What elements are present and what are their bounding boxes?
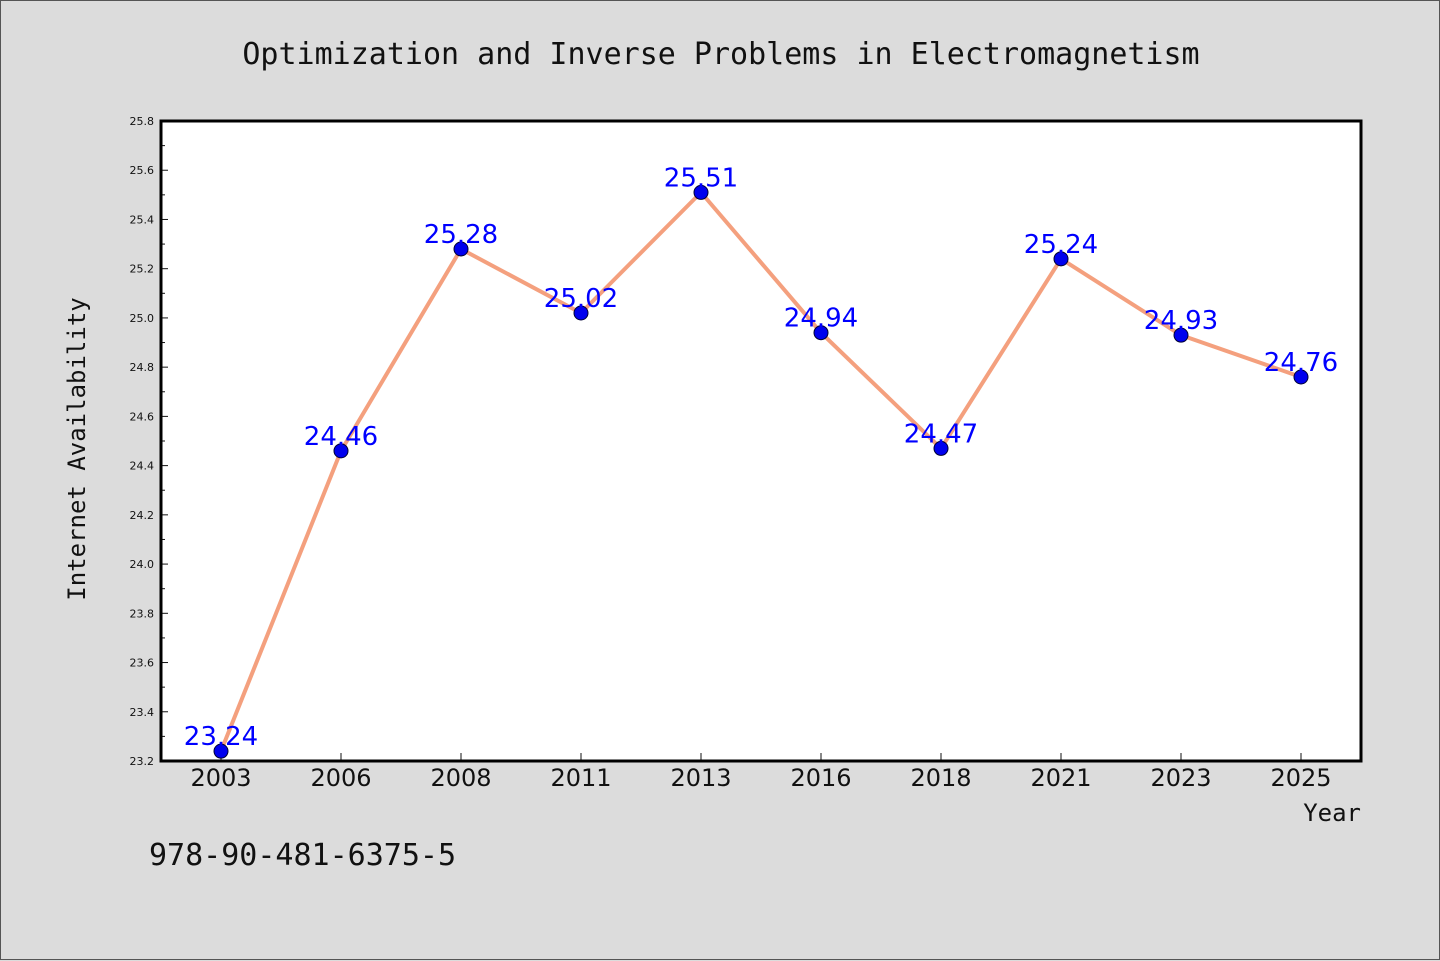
data-point	[1173, 327, 1189, 343]
data-point	[933, 440, 949, 456]
y-tick-label: 24.6	[130, 410, 155, 423]
y-tick-label: 24.0	[130, 558, 155, 571]
footer-isbn: 978-90-481-6375-5	[149, 838, 456, 873]
y-tick-label: 25.4	[130, 213, 155, 226]
data-point	[453, 241, 469, 257]
x-tick-label: 2021	[1030, 764, 1091, 792]
y-tick-label: 25.8	[130, 115, 155, 128]
x-tick-label: 2011	[550, 764, 611, 792]
series-line	[219, 190, 1303, 754]
data-label: 24.47	[904, 419, 978, 449]
data-label: 24.93	[1144, 306, 1218, 336]
chart-title: Optimization and Inverse Problems in Ele…	[242, 37, 1199, 72]
data-label: 23.24	[184, 722, 258, 752]
x-tick-label: 2025	[1270, 764, 1331, 792]
x-tick-label: 2003	[190, 764, 251, 792]
y-tick-label: 25.0	[130, 312, 155, 325]
data-point	[1053, 251, 1069, 267]
x-tick-label: 2018	[910, 764, 971, 792]
data-point	[1293, 369, 1309, 385]
data-label: 24.76	[1264, 348, 1338, 378]
x-tick-label: 2008	[430, 764, 491, 792]
data-label: 25.02	[544, 284, 618, 314]
y-tick-label: 23.4	[130, 706, 155, 719]
y-tick-label: 23.8	[130, 607, 155, 620]
x-axis-label: Year	[1303, 799, 1361, 827]
y-tick-label: 25.2	[130, 263, 155, 276]
data-point	[333, 443, 349, 459]
data-point	[213, 743, 229, 759]
y-tick-label: 24.4	[130, 460, 155, 473]
y-tick-label: 25.6	[130, 164, 155, 177]
y-axis-label: Internet Availability	[63, 297, 91, 600]
plot-background	[161, 121, 1361, 761]
x-tick-label: 2016	[790, 764, 851, 792]
y-tick-label: 23.2	[130, 755, 155, 768]
data-label: 25.51	[664, 163, 738, 193]
plot-area: 23.2 23.4 23.6 23.8 24.0 24.2 24.4 24.6 24.8 25.0…	[130, 115, 1363, 792]
y-tick-label: 24.2	[130, 509, 155, 522]
data-point	[813, 325, 829, 341]
data-point	[573, 305, 589, 321]
data-label: 24.94	[784, 304, 858, 334]
plot-frame	[159, 119, 1363, 763]
data-label: 25.28	[424, 220, 498, 250]
x-tick-label: 2006	[310, 764, 371, 792]
data-point	[693, 184, 709, 200]
data-label: 25.24	[1024, 230, 1098, 260]
x-tick-label: 2013	[670, 764, 731, 792]
x-tick-label: 2023	[1150, 764, 1211, 792]
data-label: 24.46	[304, 422, 378, 452]
y-tick-label: 24.8	[130, 361, 155, 374]
y-tick-label: 23.6	[130, 657, 155, 670]
